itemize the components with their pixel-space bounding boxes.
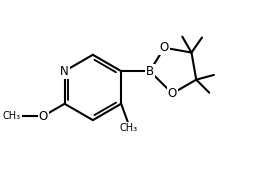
Text: N: N: [60, 65, 69, 78]
Text: CH₃: CH₃: [119, 123, 137, 133]
Text: O: O: [160, 41, 169, 54]
Text: B: B: [146, 65, 154, 78]
Text: O: O: [39, 109, 48, 123]
Text: O: O: [168, 87, 177, 100]
Text: CH₃: CH₃: [3, 111, 21, 121]
